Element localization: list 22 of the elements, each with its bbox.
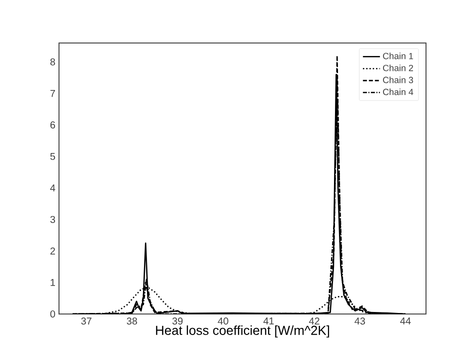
x-tick-label: 37: [81, 318, 92, 325]
x-tick-label: 39: [172, 318, 183, 325]
x-axis-title: Heat loss coefficient [W/m^2K]: [156, 325, 330, 338]
legend-label: Chain 2: [383, 64, 414, 72]
x-tick-label: 41: [263, 318, 274, 324]
y-tick-label: 6: [50, 121, 56, 128]
y-tick-label: 0: [50, 310, 56, 318]
y-tick-label: 5: [50, 152, 56, 160]
y-tick-label: 2: [50, 248, 55, 254]
x-tick-label: 40: [218, 318, 228, 325]
legend-label: Chain 4: [383, 88, 414, 96]
legend-label: Chain 1: [383, 52, 414, 60]
y-tick-label: 3: [50, 216, 56, 223]
y-tick-label: 8: [50, 58, 56, 66]
legend-label: Chain 3: [383, 76, 414, 84]
y-tick-label: 7: [50, 90, 55, 97]
x-tick-label: 42: [309, 318, 320, 324]
x-tick-label: 43: [354, 318, 366, 325]
y-tick-label: 4: [50, 184, 56, 192]
x-tick-label: 38: [126, 318, 138, 325]
x-tick-label: 44: [400, 318, 411, 324]
y-tick-label: 1: [50, 279, 55, 286]
